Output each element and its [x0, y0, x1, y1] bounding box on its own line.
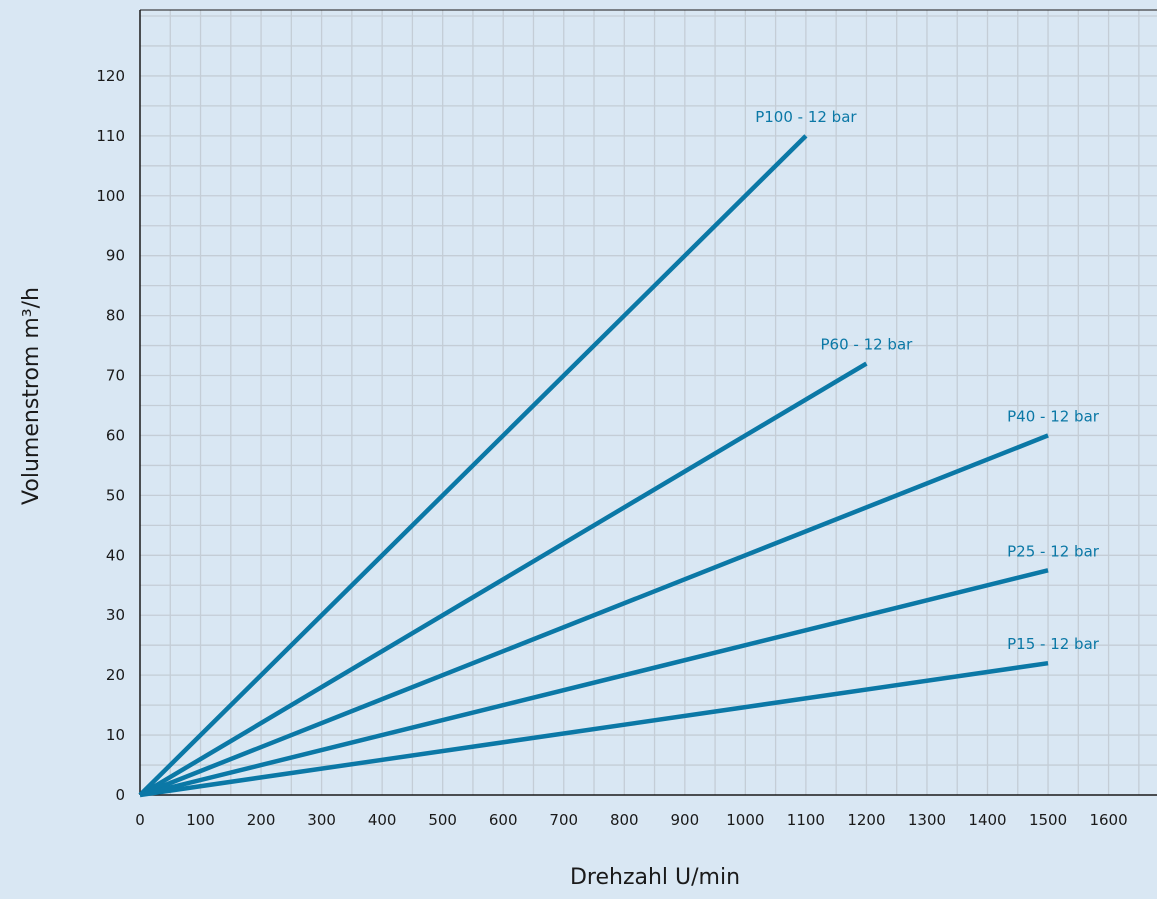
y-tick-label: 0	[115, 786, 125, 804]
y-tick-label: 90	[106, 247, 125, 265]
y-tick-label: 20	[106, 666, 125, 684]
series-line	[138, 134, 808, 797]
x-tick-label: 1600	[1089, 811, 1127, 829]
y-tick-label: 70	[106, 367, 125, 385]
x-tick-label: 700	[549, 811, 578, 829]
series-lines	[138, 134, 1049, 798]
series-end-label: P100 - 12 bar	[755, 108, 857, 126]
series-line	[139, 433, 1049, 798]
axes	[139, 9, 1157, 796]
x-tick-label: 1100	[787, 811, 825, 829]
series-line	[139, 660, 1049, 798]
tick-labels: 0 100 200 300 400 500 600 700 800 900 1000 1100 1200…	[96, 67, 1127, 829]
y-tick-label: 30	[106, 606, 125, 624]
x-tick-label: 0	[135, 811, 145, 829]
series-end-label: P15 - 12 bar	[1007, 635, 1100, 653]
x-axis-title: Drehzahl U/min	[570, 865, 740, 890]
y-tick-label: 60	[106, 426, 125, 444]
y-tick-label: 50	[106, 486, 125, 504]
series-line	[139, 568, 1049, 798]
x-tick-label: 400	[368, 811, 397, 829]
x-tick-label: 100	[186, 811, 215, 829]
x-tick-label: 300	[307, 811, 336, 829]
y-axis-title: Volumenstrom m³/h	[19, 287, 44, 505]
y-tick-label: 100	[96, 187, 125, 205]
x-tick-label: 1200	[847, 811, 885, 829]
x-tick-label: 1300	[908, 811, 946, 829]
x-tick-label: 600	[489, 811, 518, 829]
x-tick-label: 800	[610, 811, 639, 829]
series-labels: P100 - 12 bar P60 - 12 bar P40 - 12 bar P25…	[755, 108, 1100, 653]
x-tick-label: 1500	[1029, 811, 1067, 829]
x-tick-label: 900	[671, 811, 700, 829]
x-tick-label: 1400	[968, 811, 1006, 829]
x-tick-label: 500	[428, 811, 457, 829]
x-tick-label: 1000	[726, 811, 764, 829]
y-tick-label: 40	[106, 546, 125, 564]
y-tick-label: 110	[96, 127, 125, 145]
y-tick-label: 80	[106, 307, 125, 325]
x-tick-label: 200	[247, 811, 276, 829]
series-line	[138, 361, 868, 797]
series-end-label: P60 - 12 bar	[821, 336, 914, 354]
series-end-label: P25 - 12 bar	[1007, 542, 1100, 560]
series-end-label: P40 - 12 bar	[1007, 407, 1100, 425]
y-tick-label: 120	[96, 67, 125, 85]
y-tick-label: 10	[106, 726, 125, 744]
grid	[140, 10, 1157, 795]
